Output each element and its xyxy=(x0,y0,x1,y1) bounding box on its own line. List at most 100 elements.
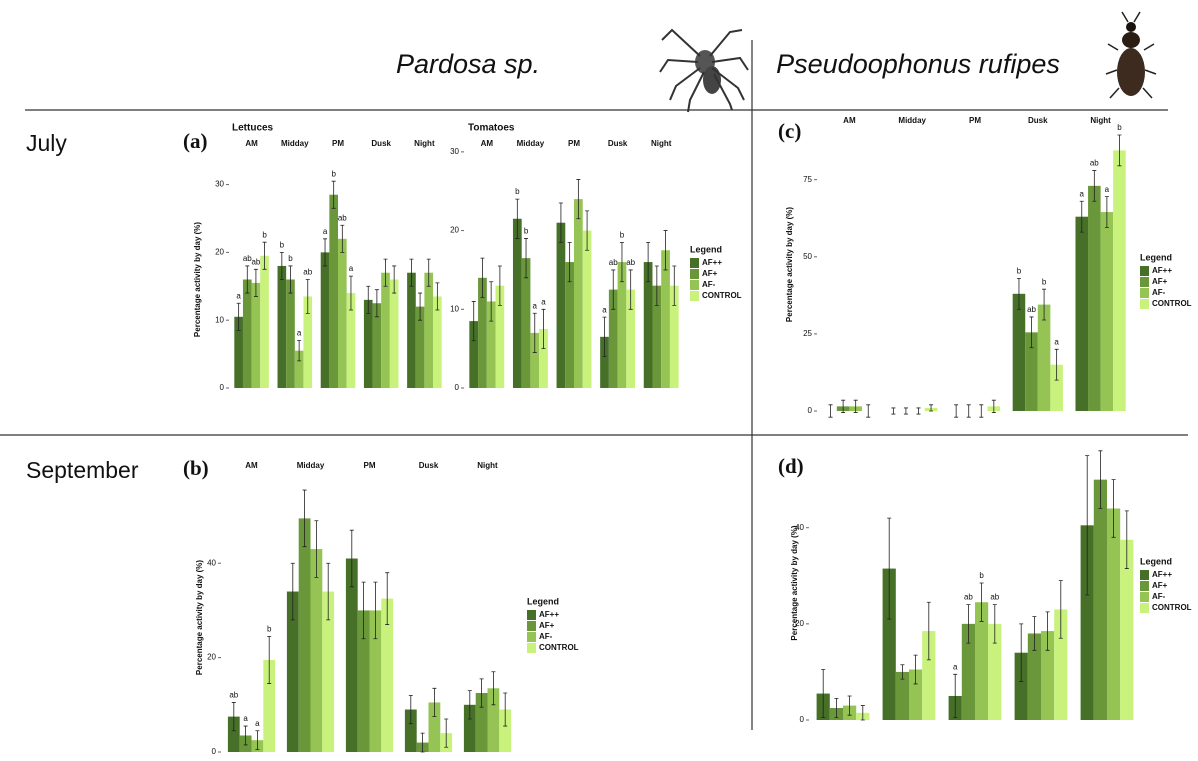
bar xyxy=(424,272,434,388)
significance-label: a xyxy=(297,329,302,338)
y-tick-label: 20 xyxy=(795,619,804,628)
error-bar xyxy=(435,282,440,311)
error-bar xyxy=(408,694,413,725)
error-bar xyxy=(913,654,918,685)
significance-label: a xyxy=(602,305,607,314)
error-bar xyxy=(954,404,959,418)
bar xyxy=(329,194,338,388)
error-bar xyxy=(853,399,858,413)
panel-label: (a) xyxy=(183,129,208,153)
legend-label: AF++ xyxy=(1152,570,1172,579)
error-bar xyxy=(1058,580,1063,639)
significance-label: a xyxy=(1105,185,1110,194)
legend-swatch xyxy=(1140,581,1149,591)
significance-label: b xyxy=(515,187,520,196)
legend-label: AF+ xyxy=(539,621,555,630)
category-label: Dusk xyxy=(371,139,391,148)
bar xyxy=(1050,364,1063,411)
bar xyxy=(895,671,909,720)
error-bar xyxy=(866,404,871,418)
error-bar xyxy=(1085,455,1090,596)
error-bar xyxy=(532,312,537,353)
bar xyxy=(407,272,416,388)
error-bar xyxy=(929,404,934,412)
bar xyxy=(669,285,679,388)
error-bar xyxy=(515,198,520,239)
error-bar xyxy=(471,301,476,342)
significance-label: ab xyxy=(338,213,347,222)
error-bar xyxy=(503,692,508,727)
panel-label: (b) xyxy=(183,456,209,480)
bar xyxy=(574,199,583,388)
panel-label: (d) xyxy=(778,454,804,478)
error-bar xyxy=(420,732,425,753)
error-bar xyxy=(480,257,485,298)
y-tick-label: 10 xyxy=(215,315,224,324)
error-bar xyxy=(418,292,423,321)
bar xyxy=(1025,332,1038,411)
category-label: PM xyxy=(332,139,344,148)
bar xyxy=(322,591,335,752)
significance-label: ab xyxy=(1027,305,1036,314)
error-bar xyxy=(1019,623,1024,682)
error-bar xyxy=(323,238,328,267)
category-label: Dusk xyxy=(419,461,439,470)
significance-label: ab xyxy=(964,593,973,602)
legend-swatch xyxy=(527,621,536,631)
y-tick-label: 40 xyxy=(795,523,804,532)
legend-label: CONTROL xyxy=(1152,603,1192,612)
error-bar xyxy=(576,179,581,220)
error-bar xyxy=(491,671,496,706)
legend-swatch xyxy=(1140,570,1149,580)
error-bar xyxy=(663,230,668,271)
bar xyxy=(600,336,609,388)
error-bar xyxy=(1104,196,1109,228)
error-bar xyxy=(1032,616,1037,651)
legend-swatch xyxy=(1140,266,1149,276)
category-label: Dusk xyxy=(1028,116,1048,125)
legend-swatch xyxy=(527,643,536,653)
bar xyxy=(294,350,304,388)
legend-swatch xyxy=(1140,299,1149,309)
error-bar xyxy=(392,265,397,294)
y-axis-label: Percentage activity by day (%) xyxy=(785,207,794,322)
error-bar xyxy=(1029,316,1034,349)
legend-title: Legend xyxy=(690,244,722,254)
bar xyxy=(369,610,382,752)
error-bar xyxy=(828,404,833,418)
y-tick-label: 0 xyxy=(808,406,813,415)
category-label: Night xyxy=(651,139,672,148)
error-bar xyxy=(262,241,267,270)
row-label: September xyxy=(26,457,139,483)
significance-label: a xyxy=(243,714,248,723)
error-bar xyxy=(891,407,896,415)
y-tick-label: 20 xyxy=(207,653,216,662)
bar xyxy=(310,549,323,752)
error-bar xyxy=(297,340,302,362)
legend-label: AF++ xyxy=(1152,266,1172,275)
legend-label: CONTROL xyxy=(539,643,579,652)
bar xyxy=(286,279,295,388)
y-tick-label: 10 xyxy=(450,304,459,313)
significance-label: b xyxy=(524,227,529,236)
error-bar xyxy=(290,562,295,621)
y-tick-label: 20 xyxy=(450,226,459,235)
error-bar xyxy=(903,407,908,415)
error-bar xyxy=(373,581,378,640)
bar xyxy=(1100,212,1114,411)
significance-label: a xyxy=(1054,337,1059,346)
error-bar xyxy=(991,399,996,413)
error-bar xyxy=(349,529,354,588)
significance-label: b xyxy=(1017,266,1022,275)
y-tick-label: 0 xyxy=(220,383,225,392)
error-bar xyxy=(992,604,997,644)
legend-title: Legend xyxy=(1140,252,1172,262)
bar xyxy=(961,623,975,720)
significance-label: a xyxy=(953,662,958,671)
category-label: Night xyxy=(414,139,435,148)
subtitle: Lettuces xyxy=(232,123,274,134)
error-bar xyxy=(1045,611,1050,651)
bar xyxy=(521,258,531,388)
error-bar xyxy=(541,308,546,350)
error-bar xyxy=(331,180,336,209)
